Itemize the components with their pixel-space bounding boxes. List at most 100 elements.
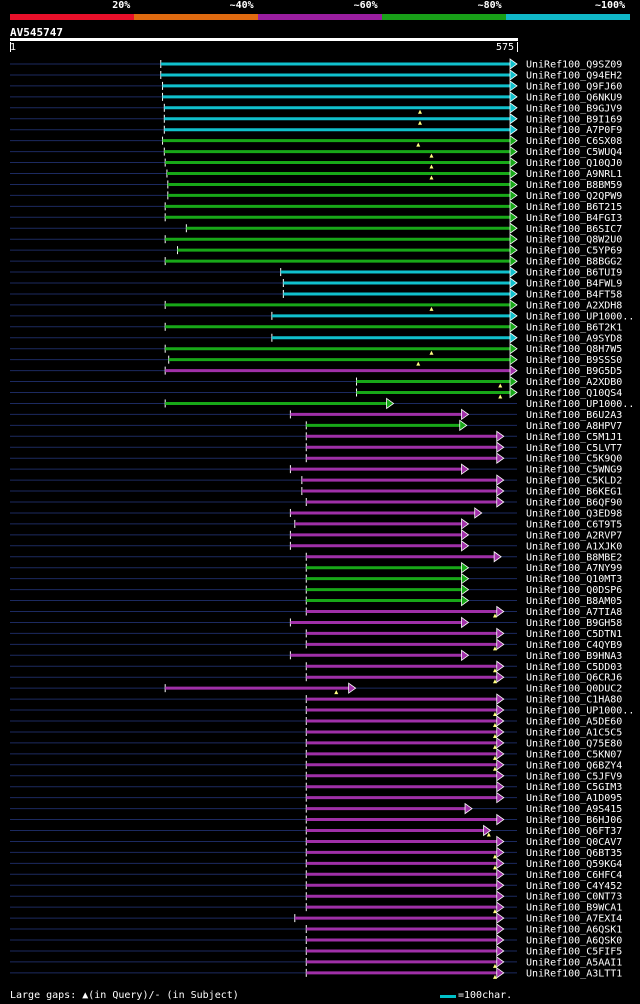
hit-name[interactable]: UniRef100_C5DTN1 — [526, 629, 622, 640]
hit-name[interactable]: UniRef100_A5AAI1 — [526, 957, 622, 968]
hit-name[interactable]: UniRef100_B6T2K1 — [526, 322, 622, 333]
hit-name[interactable]: UniRef100_C5LVT7 — [526, 443, 622, 454]
hit-name[interactable]: UniRef100_B8BGG2 — [526, 257, 622, 268]
hit-name[interactable]: UniRef100_C5DD03 — [526, 662, 622, 673]
hit-name[interactable]: UniRef100_UP1000.. — [526, 706, 634, 717]
hit-name[interactable]: UniRef100_Q9FJ60 — [526, 81, 622, 92]
hit-name[interactable]: UniRef100_A1XJK0 — [526, 541, 622, 552]
hit-name[interactable]: UniRef100_Q6BZY4 — [526, 760, 622, 771]
hit-name[interactable]: UniRef100_B6TUI9 — [526, 268, 622, 279]
hit-end-arrow — [496, 901, 505, 913]
hit-name[interactable]: UniRef100_UP1000.. — [526, 399, 634, 410]
hit-name[interactable]: UniRef100_C5JFV9 — [526, 771, 622, 782]
hit-name[interactable]: UniRef100_Q3ED98 — [526, 508, 622, 519]
hit-name[interactable]: UniRef100_A2RVP7 — [526, 530, 622, 541]
hit-name[interactable]: UniRef100_C5FIF5 — [526, 946, 622, 957]
hit-name[interactable]: UniRef100_B9G5D5 — [526, 366, 622, 377]
hit-name[interactable]: UniRef100_B9SSS0 — [526, 355, 622, 366]
hit-name[interactable]: UniRef100_A6QSK0 — [526, 936, 622, 947]
hit-name[interactable]: UniRef100_Q94EH2 — [526, 70, 622, 81]
hit-name[interactable]: UniRef100_Q10QJ0 — [526, 158, 622, 169]
hit-name[interactable]: UniRef100_C5M1J1 — [526, 432, 622, 443]
hit-name[interactable]: UniRef100_A1C5C5 — [526, 727, 622, 738]
hit-name[interactable]: UniRef100_C5KN07 — [526, 749, 622, 760]
hit-name[interactable]: UniRef100_A3LTT1 — [526, 968, 622, 979]
hit-name[interactable]: UniRef100_A8HPV7 — [526, 421, 622, 432]
hit-name[interactable]: UniRef100_B6SIC7 — [526, 224, 622, 235]
hit-name[interactable]: UniRef100_Q6BT35 — [526, 848, 622, 859]
hit-name[interactable]: UniRef100_B6U2A3 — [526, 410, 622, 421]
hit-name[interactable]: UniRef100_Q6NKU9 — [526, 92, 622, 103]
hit-name[interactable]: UniRef100_A9NRL1 — [526, 169, 622, 180]
hit-name[interactable]: UniRef100_B9HNA3 — [526, 651, 622, 662]
hit-name[interactable]: UniRef100_Q6CRJ6 — [526, 673, 622, 684]
hit-name[interactable]: UniRef100_B6QF90 — [526, 498, 622, 509]
hit-name[interactable]: UniRef100_Q10QS4 — [526, 388, 622, 399]
hit-name[interactable]: UniRef100_A9S415 — [526, 804, 622, 815]
hit-end-arrow — [496, 835, 505, 848]
hit-name[interactable]: UniRef100_Q8W2U0 — [526, 235, 622, 246]
hit-name[interactable]: UniRef100_B6T215 — [526, 202, 622, 213]
hit-end-arrow — [496, 912, 505, 924]
hit-name[interactable]: UniRef100_Q2QPW9 — [526, 191, 622, 202]
hit-name[interactable]: UniRef100_A7P0F9 — [526, 125, 622, 136]
hit-name[interactable]: UniRef100_B4FT58 — [526, 289, 622, 300]
hit-name[interactable]: UniRef100_Q6FT37 — [526, 826, 622, 837]
hit-name[interactable]: UniRef100_Q8H7W5 — [526, 344, 622, 355]
hit-name[interactable]: UniRef100_C6T9T5 — [526, 519, 622, 530]
hit-name[interactable]: UniRef100_A7EXI4 — [526, 914, 622, 925]
hit-name[interactable]: UniRef100_Q9SZ09 — [526, 60, 622, 71]
hit-name[interactable]: UniRef100_B9GH58 — [526, 618, 622, 629]
hit-name[interactable]: UniRef100_Q0DSP6 — [526, 585, 622, 596]
hit-end-arrow — [464, 802, 473, 815]
hit-name[interactable]: UniRef100_C4QYB9 — [526, 640, 622, 651]
hit-name[interactable]: UniRef100_B9I169 — [526, 114, 622, 125]
hit-name[interactable]: UniRef100_C5K9Q0 — [526, 454, 622, 465]
hit-name[interactable]: UniRef100_A6QSK1 — [526, 925, 622, 936]
hit-name[interactable]: UniRef100_A5DE60 — [526, 717, 622, 728]
hit-end-arrow — [496, 923, 505, 935]
hit-name[interactable]: UniRef100_A1D095 — [526, 793, 622, 804]
legend-label: 20% — [112, 0, 131, 11]
hit-name[interactable]: UniRef100_A7NY99 — [526, 563, 622, 574]
hit-name[interactable]: UniRef100_C1HA80 — [526, 695, 622, 706]
hit-name[interactable]: UniRef100_C4Y452 — [526, 881, 622, 892]
hit-end-arrow — [509, 91, 518, 103]
hit-end-arrow — [509, 342, 518, 355]
hit-name[interactable]: UniRef100_A9SYD8 — [526, 333, 622, 344]
hit-end-arrow — [496, 638, 505, 651]
hit-name[interactable]: UniRef100_Q59KG4 — [526, 859, 622, 870]
hit-end-arrow — [509, 299, 518, 311]
hit-name[interactable]: UniRef100_UP1000.. — [526, 311, 634, 322]
hit-name[interactable]: UniRef100_C5WUQ4 — [526, 147, 622, 158]
hit-name[interactable]: UniRef100_Q10MT3 — [526, 574, 622, 585]
hit-name[interactable]: UniRef100_C5WNG9 — [526, 465, 622, 476]
hit-name[interactable]: UniRef100_B8MBE2 — [526, 552, 622, 563]
hit-end-arrow — [496, 485, 505, 497]
hit-name[interactable]: UniRef100_A7TIA8 — [526, 607, 622, 618]
hit-name[interactable]: UniRef100_B4FGI3 — [526, 213, 622, 224]
hit-end-arrow — [496, 737, 505, 749]
hit-name[interactable]: UniRef100_B8BM59 — [526, 180, 622, 191]
hit-name[interactable]: UniRef100_C6HFC4 — [526, 870, 622, 881]
hit-name[interactable]: UniRef100_B6HJ06 — [526, 815, 622, 826]
hit-name[interactable]: UniRef100_C6SX08 — [526, 136, 622, 147]
hit-end-arrow — [496, 496, 505, 508]
hit-end-arrow — [461, 463, 470, 475]
hit-name[interactable]: UniRef100_Q0DUC2 — [526, 684, 622, 695]
hit-name[interactable]: UniRef100_B8AM05 — [526, 596, 622, 607]
hit-name[interactable]: UniRef100_A2XDH8 — [526, 300, 622, 311]
hit-name[interactable]: UniRef100_B4FWL9 — [526, 279, 622, 290]
hit-name[interactable]: UniRef100_Q0CAV7 — [526, 837, 622, 848]
hit-name[interactable]: UniRef100_B9WCA1 — [526, 903, 622, 914]
hit-name[interactable]: UniRef100_B6KEG1 — [526, 487, 622, 498]
hit-name[interactable]: UniRef100_B9GJV9 — [526, 103, 622, 114]
hit-name[interactable]: UniRef100_C5KLD2 — [526, 476, 622, 487]
hit-name[interactable]: UniRef100_C0NT73 — [526, 892, 622, 903]
query-gap-marker — [418, 120, 423, 125]
hit-name[interactable]: UniRef100_C5GIM3 — [526, 782, 622, 793]
hit-name[interactable]: UniRef100_C5YP69 — [526, 246, 622, 257]
hit-name[interactable]: UniRef100_A2XDB0 — [526, 377, 622, 388]
hit-name[interactable]: UniRef100_Q75E80 — [526, 738, 622, 749]
hit-end-arrow — [509, 200, 518, 213]
